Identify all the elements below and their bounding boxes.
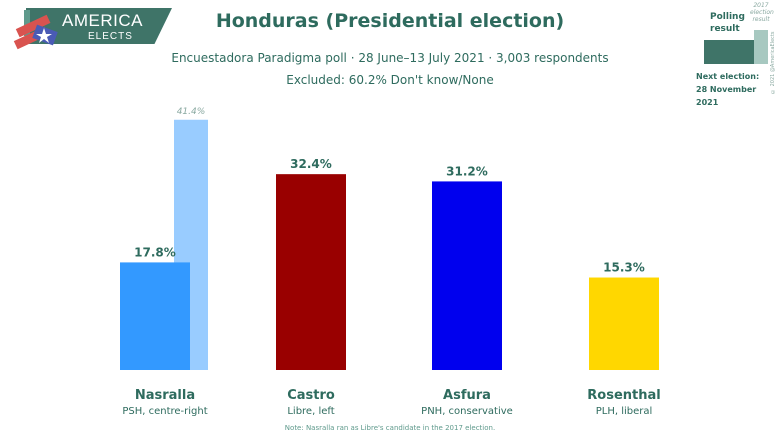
bar-castro — [276, 174, 346, 370]
bar-nasralla — [120, 262, 190, 370]
logo-tagline: ELECTS — [88, 31, 133, 42]
legend-swatch-2017 — [754, 30, 768, 64]
party-label-castro: Libre, left — [287, 406, 334, 417]
category-label-rosenthal: Rosenthal — [587, 388, 660, 403]
category-label-nasralla: Nasralla — [135, 388, 195, 403]
logo-name: AMERICA — [62, 11, 143, 30]
data-label-castro: 32.4% — [290, 157, 332, 171]
legend-polling-label: Polling result — [710, 12, 745, 34]
chart-title: Honduras (Presidential election) — [215, 10, 565, 32]
data-label-asfura: 31.2% — [446, 164, 488, 178]
party-label-nasralla: PSH, centre-right — [122, 406, 207, 417]
next-election-label: Next election: — [696, 72, 760, 81]
footnote: Note: Nasralla ran as Libre's candidate … — [284, 424, 496, 432]
category-label-asfura: Asfura — [443, 388, 491, 403]
legend-2017-label: 2017 election result — [750, 2, 774, 23]
category-label-castro: Castro — [287, 388, 335, 403]
next-election-date: 28 November 2021 — [696, 85, 757, 107]
party-label-rosenthal: PLH, liberal — [596, 406, 653, 417]
excluded-note: Excluded: 60.2% Don't know/None — [286, 73, 494, 87]
next-election: Next election: 28 November 2021 — [696, 70, 780, 109]
data-label-nasralla: 17.8% — [134, 245, 176, 259]
chart-subtitle: Encuestadora Paradigma poll · 28 June–13… — [171, 51, 609, 65]
bar-rosenthal — [589, 277, 659, 370]
bar-asfura — [432, 181, 502, 370]
legend: Polling result 2017 election result © 20… — [690, 2, 780, 98]
america-elects-logo: AMERICA ELECTS — [12, 8, 172, 54]
data-label-2017-nasralla: 41.4% — [177, 107, 206, 117]
flag-mark-icon — [13, 10, 58, 50]
data-label-rosenthal: 15.3% — [603, 261, 645, 275]
legend-swatch-polling — [704, 40, 754, 64]
party-label-asfura: PNH, conservative — [421, 406, 513, 417]
